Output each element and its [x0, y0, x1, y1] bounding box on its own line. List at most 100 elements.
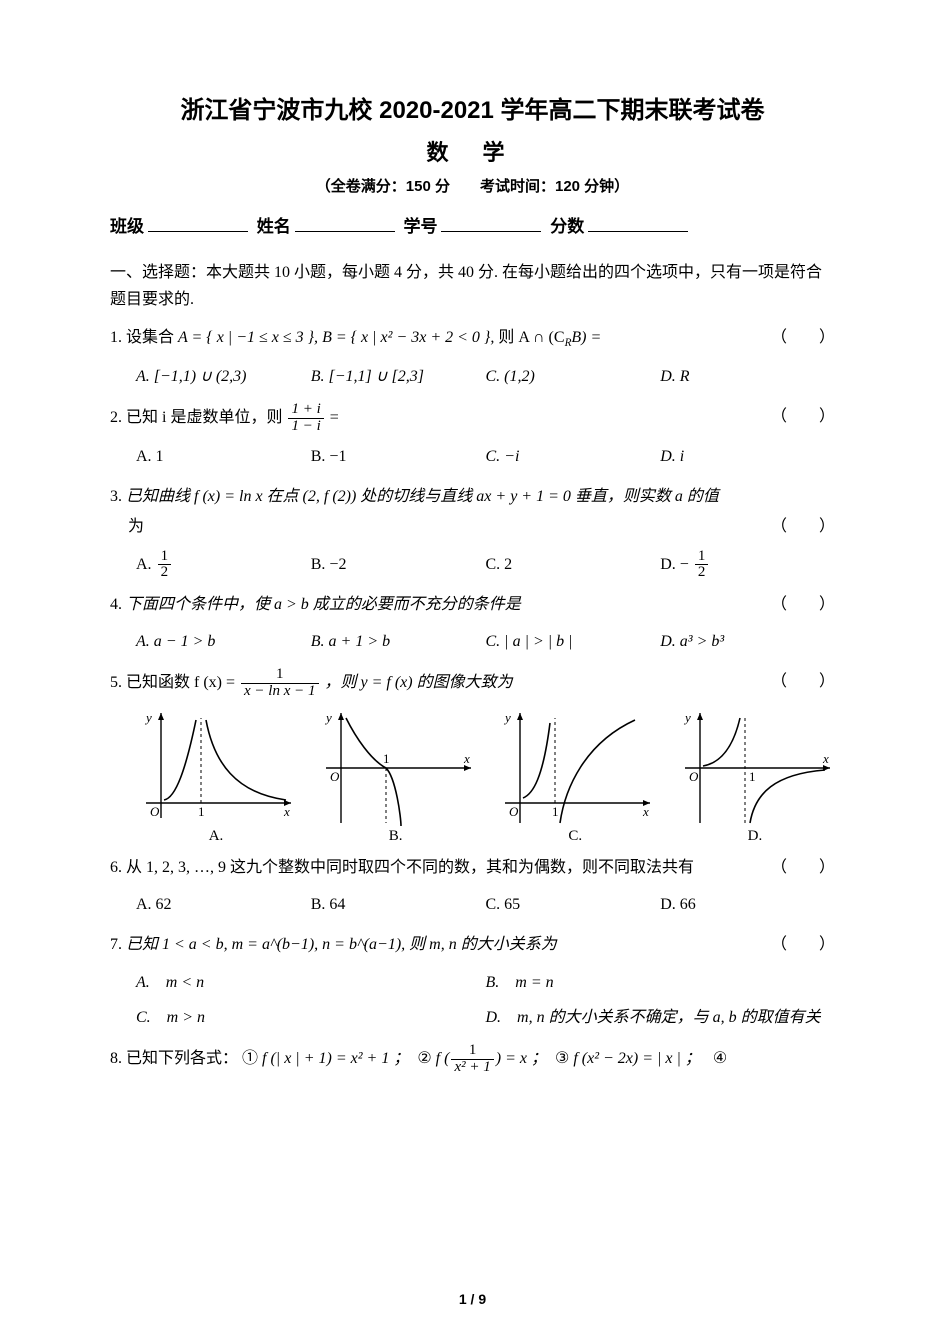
q7-opt-c[interactable]: C. m > n [136, 1000, 486, 1035]
q1-tail2: B) = [571, 329, 601, 346]
q3-a-den: 2 [158, 564, 172, 581]
question-3-line2: 为 （ ） [110, 512, 835, 542]
q8-c2: ② [417, 1050, 431, 1067]
q3-d-frac: 1 2 [695, 549, 709, 582]
question-7: 7. 已知 1 < a < b, m = a^(b−1), n = b^(a−1… [110, 930, 835, 960]
doc-title: 浙江省宁波市九校 2020-2021 学年高二下期末联考试卷 [110, 90, 835, 125]
q2-opt-d[interactable]: D. i [660, 439, 835, 474]
q1-tail: 则 A ∩ (C [498, 329, 564, 346]
svg-text:x: x [642, 804, 649, 819]
q4-opt-a[interactable]: A. a − 1 > b [136, 624, 311, 659]
question-6: 6. 从 1, 2, 3, …, 9 这九个整数中同时取四个不同的数，其和为偶数… [110, 853, 835, 883]
id-label: 学号 [403, 217, 437, 236]
q1-opt-a[interactable]: A. [−1,1) ∪ (2,3) [136, 359, 311, 394]
q7-opt-a[interactable]: A. m < n [136, 965, 486, 1000]
q6-num: 6. [110, 859, 122, 876]
svg-text:O: O [330, 769, 340, 784]
q1-opt-b[interactable]: B. [−1,1] ∪ [2,3] [311, 359, 486, 394]
q2-opt-c[interactable]: C. −i [486, 439, 661, 474]
q5-frac: 1 x − ln x − 1 [241, 667, 318, 700]
q3-paren: （ ） [771, 512, 835, 542]
svg-text:x: x [822, 751, 829, 766]
question-3: 3. 已知曲线 f (x) = ln x 在点 (2, f (2)) 处的切线与… [110, 482, 835, 512]
exam-page: 浙江省宁波市九校 2020-2021 学年高二下期末联考试卷 数 学 （全卷满分… [0, 0, 945, 1337]
q4-options: A. a − 1 > b B. a + 1 > b C. | a | > | b… [136, 624, 835, 659]
q7-options: A. m < n B. m = n C. m > n D. m, n 的大小关系… [136, 965, 835, 1035]
q3-d-den: 2 [695, 564, 709, 581]
q6-opt-d[interactable]: D. 66 [660, 887, 835, 922]
student-info-row: 班级 姓名 学号 分数 [110, 212, 835, 237]
question-5: 5. 已知函数 f (x) = 1 x − ln x − 1 ，则 y = f … [110, 667, 835, 700]
name-blank[interactable] [295, 214, 395, 232]
q1-setB: B = { x | x² − 3x + 2 < 0 }, [322, 329, 494, 346]
q5-num: 5. [110, 674, 122, 691]
svg-text:y: y [683, 710, 691, 725]
q6-opt-b[interactable]: B. 64 [311, 887, 486, 922]
q2-frac-den: 1 − i [288, 418, 323, 435]
score-blank[interactable] [588, 214, 688, 232]
svg-text:1: 1 [383, 751, 390, 766]
q4-opt-b[interactable]: B. a + 1 > b [311, 624, 486, 659]
q7-opt-d[interactable]: D. m, n 的大小关系不确定，与 a, b 的取值有关 [486, 1000, 836, 1035]
q3-options: A. 1 2 B. −2 C. 2 D. − 1 2 [136, 547, 835, 582]
q2-opt-a[interactable]: A. 1 [136, 439, 311, 474]
q8-e2-den: x² + 1 [451, 1059, 493, 1076]
q1-opt-c[interactable]: C. (1,2) [486, 359, 661, 394]
q6-opt-c[interactable]: C. 65 [486, 887, 661, 922]
q8-e1: f (| x | + 1) = x² + 1 ； [262, 1050, 409, 1067]
q5-graph-c[interactable]: O 1 x y [495, 708, 655, 828]
q5-graph-labels: A. B. C. D. [136, 828, 835, 845]
q5-graph-b[interactable]: O 1 x y [316, 708, 476, 828]
q4-opt-d[interactable]: D. a³ > b³ [660, 624, 835, 659]
question-1: 1. 设集合 A = { x | −1 ≤ x ≤ 3 }, B = { x |… [110, 323, 835, 354]
q8-e2-num: 1 [451, 1043, 493, 1059]
q1-opt-d[interactable]: D. R [660, 359, 835, 394]
svg-text:O: O [150, 804, 160, 819]
q5-label-a: A. [136, 828, 296, 845]
section-heading: 一、选择题：本大题共 10 小题，每小题 4 分，共 40 分. 在每小题给出的… [110, 259, 835, 313]
q4-paren: （ ） [771, 590, 835, 620]
q3-opt-c[interactable]: C. 2 [486, 547, 661, 582]
q1-options: A. [−1,1) ∪ (2,3) B. [−1,1] ∪ [2,3] C. (… [136, 359, 835, 394]
q2-frac: 1 + i 1 − i [288, 402, 323, 435]
q2-paren: （ ） [771, 402, 835, 432]
q1-stem-prefix: 设集合 [126, 329, 178, 346]
q2-tail: = [330, 409, 339, 426]
q8-e3: f (x² − 2x) = | x | ； [573, 1050, 701, 1067]
svg-text:1: 1 [552, 804, 559, 819]
q5-frac-num: 1 [241, 667, 318, 683]
q6-options: A. 62 B. 64 C. 65 D. 66 [136, 887, 835, 922]
q3-opt-d[interactable]: D. − 1 2 [660, 547, 835, 582]
q5-graph-a[interactable]: O 1 x y [136, 708, 296, 828]
q6-opt-a[interactable]: A. 62 [136, 887, 311, 922]
q3-d-label: D. − [660, 556, 689, 573]
svg-text:x: x [283, 804, 290, 819]
id-blank[interactable] [441, 214, 541, 232]
q2-options: A. 1 B. −1 C. −i D. i [136, 439, 835, 474]
q8-c3: ③ [555, 1050, 569, 1067]
q2-opt-b[interactable]: B. −1 [311, 439, 486, 474]
svg-text:x: x [463, 751, 470, 766]
q1-paren: （ ） [771, 323, 835, 353]
q3-stem-a: 已知曲线 f (x) = ln x 在点 (2, f (2)) 处的切线与直线 … [126, 488, 719, 505]
q5-graph-d[interactable]: O 1 x y [675, 708, 835, 828]
q4-opt-c[interactable]: C. | a | > | b | [486, 624, 661, 659]
svg-text:1: 1 [749, 769, 756, 784]
svg-text:O: O [509, 804, 519, 819]
q5-stem-a: 已知函数 f (x) = [126, 674, 239, 691]
name-label: 姓名 [257, 217, 291, 236]
q3-opt-b[interactable]: B. −2 [311, 547, 486, 582]
q2-num: 2. [110, 409, 122, 426]
q8-e2-frac: 1x² + 1 [451, 1043, 493, 1076]
q5-label-d: D. [675, 828, 835, 845]
q3-opt-a[interactable]: A. 1 2 [136, 547, 311, 582]
question-8: 8. 已知下列各式： ① f (| x | + 1) = x² + 1 ； ② … [110, 1043, 835, 1076]
doc-meta: （全卷满分：150 分 考试时间：120 分钟） [110, 175, 835, 196]
q1-num: 1. [110, 329, 122, 346]
q4-stem: 下面四个条件中，使 a > b 成立的必要而不充分的条件是 [126, 596, 521, 613]
q5-stem-b: ，则 y = f (x) 的图像大致为 [325, 674, 513, 691]
q7-opt-b[interactable]: B. m = n [486, 965, 836, 1000]
class-blank[interactable] [148, 214, 248, 232]
question-4: 4. 下面四个条件中，使 a > b 成立的必要而不充分的条件是 （ ） [110, 590, 835, 620]
score-label: 分数 [550, 217, 584, 236]
